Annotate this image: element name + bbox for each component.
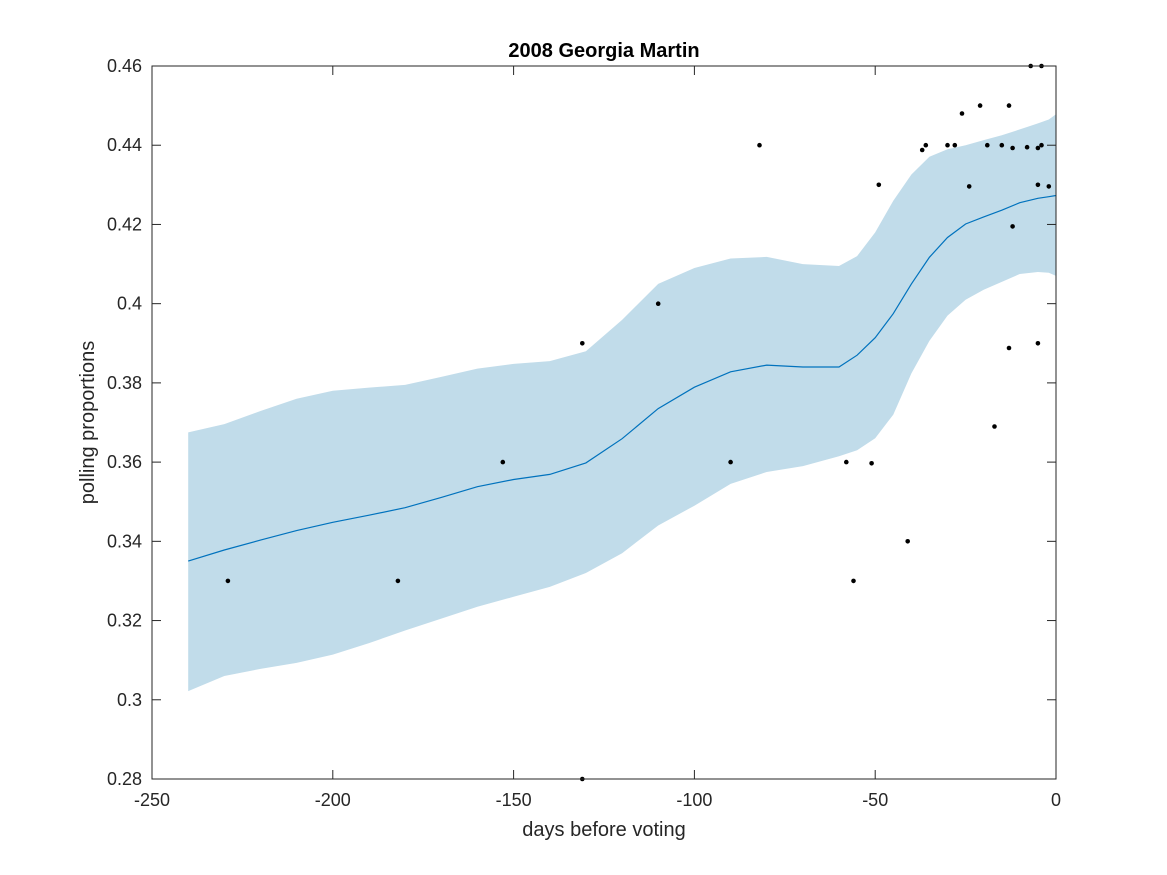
poll-point	[844, 459, 849, 465]
x-axis-label: days before voting	[522, 819, 685, 841]
poll-point	[905, 539, 910, 544]
poll-point	[1035, 341, 1041, 346]
poll-point	[966, 184, 972, 189]
poll-point	[923, 142, 929, 148]
x-tick-label: 0	[1051, 790, 1061, 810]
y-tick-label: 0.28	[107, 769, 142, 789]
poll-point	[977, 103, 983, 108]
poll-point	[952, 142, 958, 148]
y-tick-label: 0.38	[107, 373, 142, 393]
x-tick-label: -150	[496, 790, 532, 810]
poll-point	[225, 578, 231, 584]
poll-point	[1006, 103, 1012, 108]
y-tick-label: 0.3	[117, 690, 142, 710]
poll-point	[869, 461, 874, 466]
y-axis-label: polling proportions	[77, 341, 99, 504]
poll-point	[1035, 182, 1041, 188]
x-tick-label: -200	[315, 790, 351, 810]
chart-title: 2008 Georgia Martin	[508, 40, 699, 62]
y-tick-label: 0.46	[107, 56, 142, 76]
axes	[151, 65, 1057, 780]
poll-point	[1010, 145, 1015, 151]
poll-point	[992, 424, 997, 429]
poll-point	[655, 301, 661, 307]
y-tick-label: 0.42	[107, 214, 142, 234]
y-tick-label: 0.44	[107, 135, 142, 155]
poll-point	[1039, 142, 1044, 148]
poll-point	[945, 142, 950, 148]
x-tick-label: -50	[862, 790, 888, 810]
poll-point	[999, 142, 1005, 148]
poll-point	[1046, 184, 1052, 189]
poll-point	[1035, 145, 1041, 151]
poll-point	[851, 578, 856, 584]
poll-point	[1006, 345, 1012, 351]
poll-point	[757, 142, 762, 148]
poll-point	[580, 341, 585, 346]
y-tick-label: 0.34	[107, 531, 142, 551]
confidence-band	[188, 114, 1056, 692]
mean-line	[188, 194, 1057, 562]
poll-point	[1010, 224, 1015, 229]
x-tick-label: -250	[134, 790, 170, 810]
poll-point	[395, 578, 401, 584]
poll-point	[1024, 144, 1030, 150]
poll-point	[919, 147, 925, 153]
poll-point	[500, 459, 506, 465]
poll-point	[959, 111, 965, 116]
x-tick-label: -100	[676, 790, 712, 810]
poll-point	[728, 459, 733, 465]
plot-area	[188, 63, 1057, 782]
y-tick-label: 0.32	[107, 611, 142, 631]
ticks: -250 -200 -150 -100 -50 0 0.28 0.3 0.32 0.34 0.36 0…	[107, 56, 1061, 810]
poll-point	[876, 182, 882, 188]
poll-point	[985, 142, 990, 148]
y-tick-label: 0.36	[107, 452, 142, 472]
axes-box	[151, 65, 1057, 780]
y-tick-label: 0.4	[117, 294, 142, 314]
